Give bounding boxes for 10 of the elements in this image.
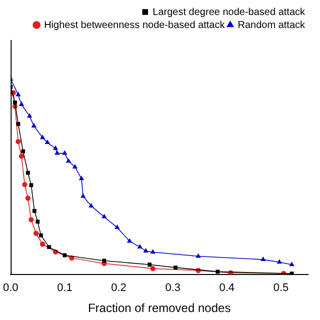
x-tick-label: 0.4 [219, 282, 235, 294]
x-tick-label: 0.3 [165, 282, 180, 294]
legend-label: Largest degree node-based attack [152, 6, 306, 18]
x-axis-title: Fraction of removed nodes [88, 301, 231, 316]
x-tick-label: 0.5 [273, 282, 289, 294]
legend-label: Highest betweenness node-based attack [44, 20, 226, 31]
x-tick-label: 0.2 [111, 282, 126, 294]
x-tick-label: 0.1 [57, 282, 72, 294]
legend-label: Random attack [238, 20, 306, 31]
x-tick-label: 0.0 [2, 282, 18, 294]
